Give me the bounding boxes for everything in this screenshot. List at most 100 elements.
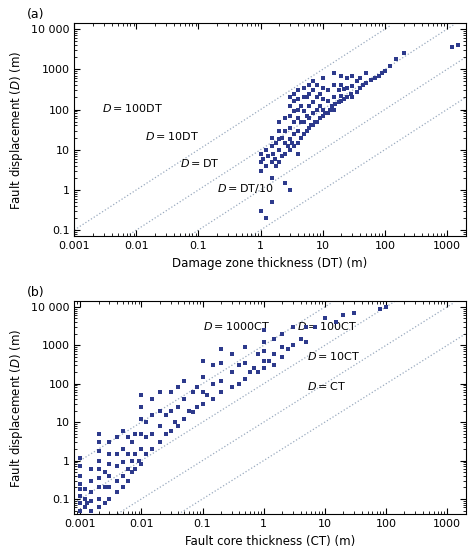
Point xyxy=(313,117,320,126)
Point xyxy=(340,85,348,93)
Point xyxy=(330,81,337,90)
Point xyxy=(278,342,286,351)
Text: (a): (a) xyxy=(27,8,45,21)
Text: $D$ = CT: $D$ = CT xyxy=(307,380,346,393)
Point xyxy=(260,364,267,373)
Point xyxy=(128,456,136,465)
Point xyxy=(246,368,254,376)
Point xyxy=(286,93,294,102)
Point xyxy=(278,329,286,338)
Point xyxy=(106,494,113,503)
Point xyxy=(372,74,379,83)
Point xyxy=(142,449,150,458)
Point xyxy=(210,361,217,370)
Point xyxy=(273,161,280,170)
Point xyxy=(284,142,292,151)
Point xyxy=(236,379,243,388)
Point xyxy=(286,145,294,154)
Text: $D$ = DT/10: $D$ = DT/10 xyxy=(217,182,274,195)
Point xyxy=(119,471,127,480)
Point xyxy=(81,503,89,512)
Point xyxy=(189,408,197,417)
Point xyxy=(356,74,364,83)
Point xyxy=(319,74,327,83)
Point xyxy=(132,465,139,474)
Point xyxy=(313,105,320,114)
Point xyxy=(193,403,201,411)
Point xyxy=(76,453,84,462)
Point xyxy=(367,75,375,84)
Point xyxy=(297,334,304,343)
Point xyxy=(171,418,178,426)
Point xyxy=(137,460,145,469)
Point xyxy=(337,81,345,90)
Point xyxy=(305,123,313,132)
Point xyxy=(286,102,294,111)
Point xyxy=(174,383,182,392)
Point xyxy=(264,151,272,160)
Point xyxy=(321,109,329,118)
Point xyxy=(319,105,327,114)
Point xyxy=(76,479,84,488)
Point xyxy=(260,326,267,335)
Point xyxy=(217,359,225,368)
Point xyxy=(137,415,145,424)
Point xyxy=(242,359,249,368)
Point xyxy=(344,83,351,92)
Point xyxy=(319,95,327,103)
Point xyxy=(392,54,400,63)
Point xyxy=(316,89,324,98)
Point xyxy=(156,438,164,446)
Point xyxy=(260,347,267,356)
Point xyxy=(294,138,302,147)
Point xyxy=(106,438,113,446)
Point xyxy=(326,105,334,114)
Point xyxy=(271,154,279,163)
Point xyxy=(310,86,317,95)
Point xyxy=(294,86,302,95)
Point xyxy=(257,166,264,175)
Point xyxy=(271,334,278,343)
Point xyxy=(87,465,95,474)
Text: $D$ = 1000CT: $D$ = 1000CT xyxy=(203,320,271,332)
Point xyxy=(242,342,249,351)
Point xyxy=(156,388,164,396)
X-axis label: Damage zone thickness (DT) (m): Damage zone thickness (DT) (m) xyxy=(173,257,367,270)
Point xyxy=(95,465,102,474)
Point xyxy=(286,135,294,144)
Point xyxy=(337,97,345,106)
Point xyxy=(303,126,310,135)
Point xyxy=(180,376,188,385)
Point xyxy=(282,149,289,158)
Point xyxy=(454,41,462,49)
Point xyxy=(137,445,145,454)
Point xyxy=(300,93,308,102)
Point xyxy=(193,383,201,392)
Point xyxy=(291,129,298,138)
Point xyxy=(199,356,206,365)
Point xyxy=(273,138,280,147)
Point xyxy=(324,109,331,118)
Point xyxy=(332,317,339,326)
Point xyxy=(330,105,337,114)
Point xyxy=(199,388,206,396)
Point xyxy=(311,322,319,331)
Point xyxy=(228,383,236,392)
Point xyxy=(106,471,113,480)
Point xyxy=(289,322,297,331)
Point xyxy=(310,121,317,130)
Point xyxy=(359,81,367,90)
Point xyxy=(297,117,305,126)
Point xyxy=(275,117,283,126)
Point xyxy=(95,503,102,512)
Point xyxy=(95,456,102,465)
Point xyxy=(257,157,264,166)
Point xyxy=(378,69,386,78)
Point xyxy=(286,123,294,132)
Point xyxy=(268,173,275,182)
Point xyxy=(106,483,113,492)
Point xyxy=(217,345,225,354)
Point xyxy=(167,388,174,396)
Point xyxy=(278,151,286,160)
Y-axis label: Fault displacement ($D$) (m): Fault displacement ($D$) (m) xyxy=(9,328,25,488)
